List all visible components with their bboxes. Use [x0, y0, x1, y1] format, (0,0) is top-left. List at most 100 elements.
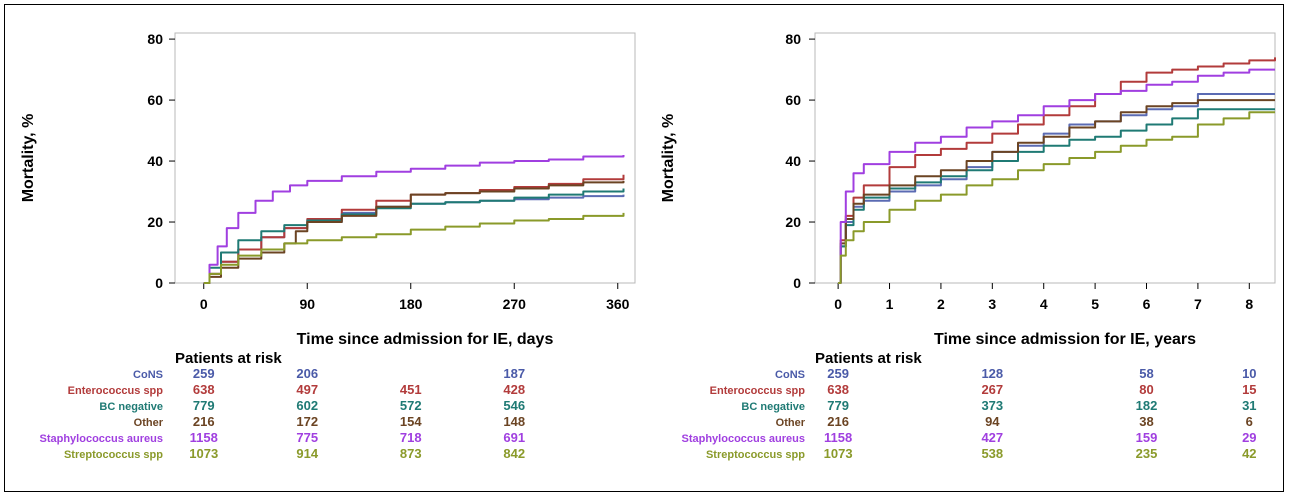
risk-row-label: BC negative: [741, 401, 805, 413]
y-tick-label: 0: [155, 275, 163, 291]
x-tick-label: 270: [503, 296, 527, 312]
risk-value: 58: [1139, 366, 1153, 381]
risk-row-label: Other: [776, 417, 806, 429]
x-tick-label: 180: [399, 296, 423, 312]
risk-value: 128: [981, 366, 1003, 381]
risk-value: 451: [400, 382, 422, 397]
risk-value: 6: [1246, 414, 1253, 429]
risk-value: 914: [296, 446, 318, 461]
risk-row-label: CoNS: [775, 369, 805, 381]
series-line-other: [838, 99, 1275, 284]
risk-table-title: Patients at risk: [815, 350, 922, 367]
y-tick-label: 40: [785, 153, 801, 169]
risk-value: 31: [1242, 398, 1256, 413]
risk-value: 159: [1136, 430, 1158, 445]
risk-value: 182: [1136, 398, 1158, 413]
series-line-enterococcus-spp: [838, 57, 1276, 284]
risk-value: 718: [400, 430, 422, 445]
risk-value: 38: [1139, 414, 1153, 429]
series-line-bc-negative: [838, 108, 1275, 284]
risk-value: 80: [1139, 382, 1153, 397]
risk-value: 235: [1136, 446, 1158, 461]
risk-value: 10: [1242, 366, 1256, 381]
risk-value: 497: [296, 382, 318, 397]
risk-value: 546: [503, 398, 525, 413]
y-tick-label: 20: [147, 214, 163, 230]
risk-value: 259: [827, 366, 849, 381]
series-line-cons: [203, 194, 625, 284]
risk-row-label: BC negative: [99, 401, 163, 413]
y-tick-label: 0: [793, 275, 801, 291]
x-axis-title: Time since admission for IE, days: [297, 331, 554, 348]
risk-value: 187: [503, 366, 525, 381]
risk-value: 427: [981, 430, 1003, 445]
risk-value: 154: [400, 414, 422, 429]
series-line-bc-negative: [203, 188, 625, 284]
risk-row-label: Other: [134, 417, 164, 429]
risk-row-label: Enterococcus spp: [710, 385, 806, 397]
x-tick-label: 3: [988, 296, 996, 312]
risk-value: 1073: [824, 446, 853, 461]
risk-value: 842: [503, 446, 525, 461]
risk-value: 538: [981, 446, 1003, 461]
x-tick-label: 5: [1091, 296, 1099, 312]
risk-value: 172: [296, 414, 318, 429]
risk-value: 602: [296, 398, 318, 413]
risk-value: 779: [827, 398, 849, 413]
x-tick-label: 6: [1143, 296, 1151, 312]
y-tick-label: 60: [147, 92, 163, 108]
x-tick-label: 360: [606, 296, 630, 312]
x-tick-label: 0: [834, 296, 842, 312]
risk-value: 428: [503, 382, 525, 397]
risk-value: 267: [981, 382, 1003, 397]
risk-value: 1158: [824, 430, 852, 445]
plot-area-2: [814, 32, 1276, 284]
risk-value: 638: [193, 382, 215, 397]
series-line-streptococcus-spp: [203, 212, 625, 284]
y-axis-title: Mortality, %: [20, 114, 37, 203]
y-tick-label: 60: [785, 92, 801, 108]
risk-value: 148: [503, 414, 525, 429]
series-line-streptococcus-spp: [838, 111, 1275, 284]
series-line-staphylococcus-aureus: [203, 155, 625, 284]
risk-value: 1073: [189, 446, 218, 461]
risk-value: 15: [1242, 382, 1256, 397]
x-tick-label: 0: [200, 296, 208, 312]
risk-value: 691: [503, 430, 525, 445]
y-tick-label: 40: [147, 153, 163, 169]
y-tick-label: 20: [785, 214, 801, 230]
risk-value: 1158: [190, 430, 218, 445]
risk-value: 572: [400, 398, 422, 413]
risk-value: 216: [193, 414, 215, 429]
figure-frame: 0 20 40 60 80 0 90 180 270 360 Time since admissio…: [4, 4, 1284, 492]
risk-row-label: CoNS: [133, 369, 163, 381]
risk-row-label: Streptococcus spp: [706, 449, 805, 461]
series-line-staphylococcus-aureus: [838, 68, 1275, 284]
y-axis-title: Mortality, %: [660, 114, 677, 203]
y-tick-label: 80: [147, 31, 163, 47]
risk-table-title: Patients at risk: [175, 350, 282, 367]
risk-value: 206: [296, 366, 318, 381]
risk-value: 216: [827, 414, 849, 429]
risk-value: 638: [827, 382, 849, 397]
plot-area-1: [174, 32, 636, 284]
x-tick-label: 4: [1040, 296, 1048, 312]
risk-value: 775: [296, 430, 318, 445]
x-tick-label: 8: [1245, 296, 1253, 312]
y-tick-label: 80: [785, 31, 801, 47]
risk-value: 94: [985, 414, 1000, 429]
risk-value: 873: [400, 446, 422, 461]
risk-value: 42: [1242, 446, 1256, 461]
risk-value: 259: [193, 366, 215, 381]
x-tick-label: 2: [937, 296, 945, 312]
risk-row-label: Staphylococcus aureus: [682, 433, 806, 445]
x-tick-label: 90: [299, 296, 315, 312]
x-tick-label: 7: [1194, 296, 1202, 312]
risk-value: 779: [193, 398, 215, 413]
risk-row-label: Streptococcus spp: [64, 449, 163, 461]
risk-row-label: Enterococcus spp: [68, 385, 164, 397]
risk-value: 373: [981, 398, 1003, 413]
x-axis-title: Time since admission for IE, years: [934, 331, 1196, 348]
risk-value: 29: [1242, 430, 1256, 445]
